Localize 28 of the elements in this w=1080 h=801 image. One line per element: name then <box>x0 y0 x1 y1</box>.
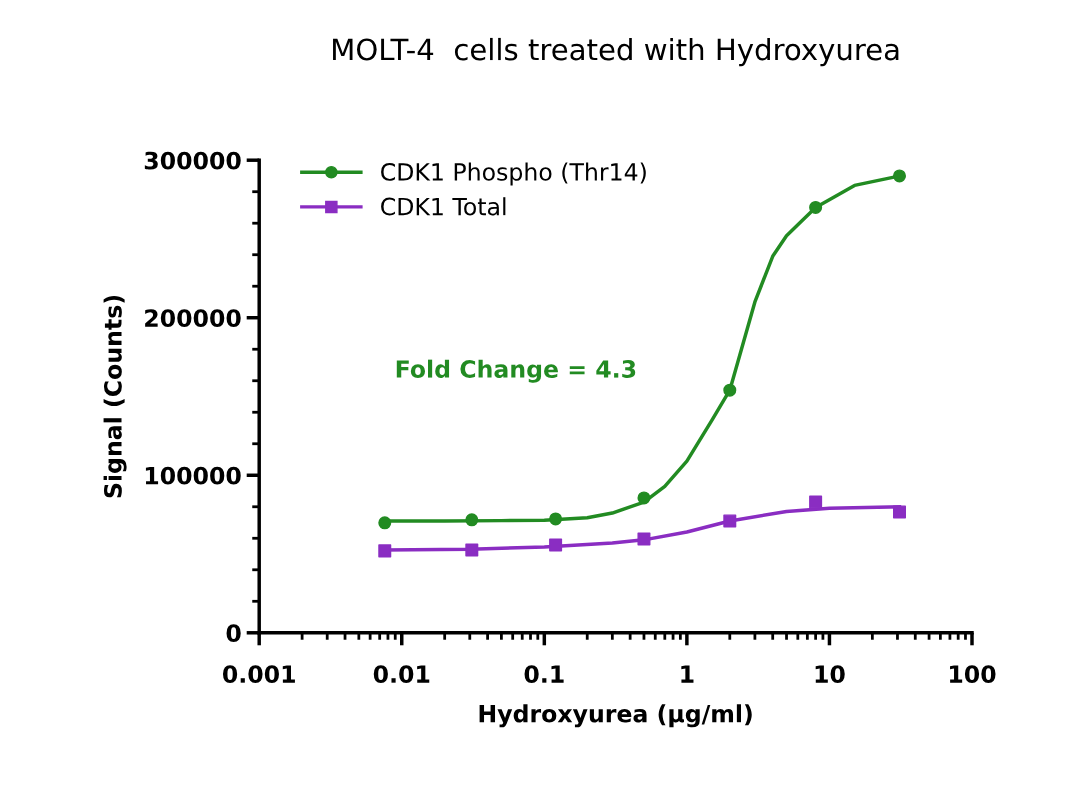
x-tick-label: 0.01 <box>373 665 430 684</box>
y-tick-label: 0 <box>226 624 241 643</box>
x-tick-label: 0.001 <box>222 665 295 684</box>
point <box>549 512 563 526</box>
x-tick-label: 1 <box>681 665 694 683</box>
legend-label: CDK1 Phospho (Thr14) <box>381 162 646 186</box>
point <box>809 495 823 509</box>
point <box>378 544 392 558</box>
y-axis-title: Signal (Counts) <box>103 295 127 498</box>
point <box>378 516 392 530</box>
x-tick-label: 10 <box>815 665 845 684</box>
x-tick-label: 0.1 <box>524 665 564 684</box>
point <box>465 543 479 557</box>
point <box>809 200 823 214</box>
point <box>723 383 737 397</box>
point <box>465 513 479 527</box>
point <box>637 532 651 546</box>
point <box>549 538 563 552</box>
y-tick-label: 100000 <box>145 466 241 485</box>
chart-title: MOLT-4 cells treated with Hydroxyurea <box>333 37 899 67</box>
y-tick-label: 200000 <box>145 309 241 328</box>
annotation: Fold Change = 4.3 <box>396 359 636 383</box>
point <box>723 514 737 528</box>
y-tick-label: 300000 <box>144 151 241 170</box>
legend-label: CDK1 Total <box>381 197 506 216</box>
x-axis-title: Hydroxyurea (µg/ml) <box>479 704 752 728</box>
x-tick-label: 100 <box>950 665 996 684</box>
point <box>637 491 651 505</box>
